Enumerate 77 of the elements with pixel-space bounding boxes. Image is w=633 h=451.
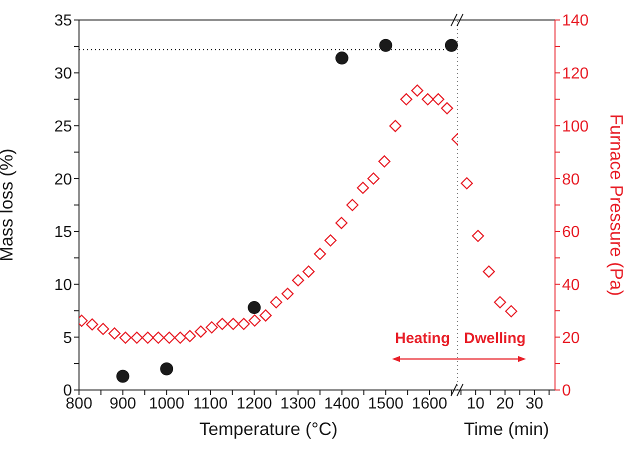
x-tick-label: 10 — [466, 395, 485, 412]
point — [444, 38, 458, 52]
y2-tick-label: 100 — [562, 118, 589, 136]
x-tick-label: 30 — [526, 395, 544, 412]
point — [163, 332, 176, 344]
point — [389, 120, 402, 132]
y2-tick-label: 0 — [562, 382, 571, 400]
point — [400, 93, 412, 106]
x-tick-label: 1500 — [368, 395, 404, 412]
point — [227, 318, 240, 330]
y-tick-label: 20 — [54, 171, 72, 188]
point — [346, 198, 359, 212]
y2-tick-label: 60 — [562, 224, 580, 242]
point — [248, 301, 261, 314]
point — [260, 309, 272, 322]
point — [152, 332, 164, 344]
x-tick-label: 1000 — [148, 395, 185, 412]
x-tick-label: 20 — [496, 395, 514, 412]
point — [482, 266, 495, 278]
y2-tick-label: 20 — [562, 330, 580, 347]
point — [460, 177, 473, 190]
point — [432, 93, 444, 106]
point — [248, 314, 261, 327]
point — [472, 230, 484, 242]
point — [411, 84, 424, 97]
x-axis-title: Time (min) — [464, 418, 550, 439]
point — [86, 318, 98, 331]
annotation: Heating — [394, 330, 450, 347]
point — [142, 332, 154, 344]
point — [238, 318, 250, 330]
point — [160, 362, 174, 376]
y-tick-label: 5 — [63, 330, 72, 347]
y2-tick-label: 40 — [562, 276, 580, 294]
point — [367, 172, 380, 185]
y-tick-label: 15 — [54, 224, 72, 242]
x-tick-label: 1300 — [280, 395, 316, 412]
point — [335, 216, 348, 230]
point — [505, 305, 518, 318]
y-tick-label: 10 — [54, 276, 72, 294]
point — [270, 296, 282, 308]
point — [206, 321, 218, 334]
point — [314, 248, 326, 260]
point — [130, 332, 143, 344]
point — [108, 327, 121, 340]
x-tick-label: 800 — [66, 395, 92, 412]
point — [324, 234, 337, 247]
point — [194, 325, 207, 338]
point — [378, 155, 390, 168]
x-tick-label: 1200 — [236, 395, 272, 412]
x-tick-label: 1600 — [412, 395, 448, 412]
point — [119, 332, 132, 344]
point — [184, 330, 196, 342]
x-axis-title: Temperature (°C) — [199, 418, 338, 439]
point — [174, 332, 186, 344]
y-tick-label: 30 — [54, 66, 72, 83]
x-tick-label: 900 — [109, 395, 136, 412]
point — [422, 93, 434, 106]
annotation: Dwelling — [464, 330, 526, 347]
y-tick-label: 35 — [54, 12, 72, 30]
point — [440, 102, 454, 114]
y2-tick-label: 80 — [562, 171, 580, 188]
point — [335, 52, 348, 65]
point — [379, 38, 392, 52]
point — [116, 370, 130, 383]
y2-tick-label: 120 — [562, 66, 589, 83]
y2-tick-label: 140 — [562, 12, 589, 30]
point — [292, 274, 304, 286]
point — [302, 266, 315, 278]
point — [216, 318, 228, 330]
y2-axis-title: Furnace Pressure (Pa) — [606, 114, 627, 296]
x-tick-label: 1400 — [324, 395, 360, 412]
point — [97, 322, 110, 336]
y-tick-label: 25 — [54, 118, 72, 136]
x-tick-label: 1100 — [193, 395, 228, 412]
point — [281, 288, 294, 300]
point — [356, 182, 370, 194]
point — [494, 296, 506, 308]
